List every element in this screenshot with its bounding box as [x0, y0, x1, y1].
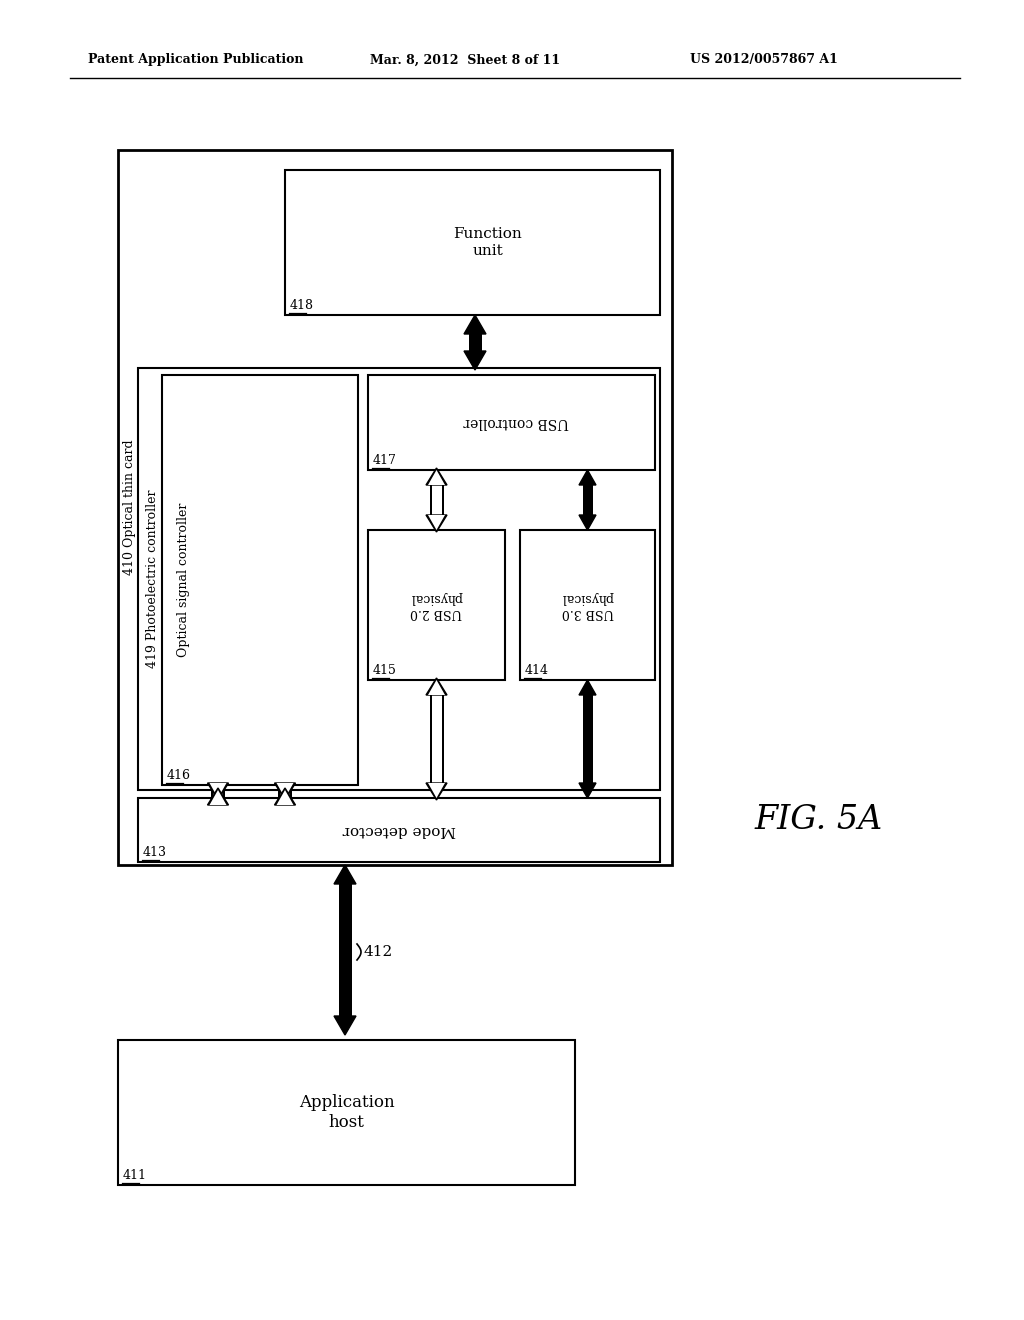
Bar	[520, 531, 655, 680]
Polygon shape	[426, 515, 447, 532]
Bar	[118, 150, 672, 865]
Bar	[278, 785, 292, 803]
Polygon shape	[428, 680, 445, 696]
Polygon shape	[334, 1016, 356, 1035]
Polygon shape	[274, 788, 296, 805]
Bar	[211, 785, 225, 803]
Polygon shape	[210, 789, 226, 805]
Text: 413: 413	[143, 846, 167, 859]
Text: USB 2.0
physical: USB 2.0 physical	[411, 591, 463, 619]
Text: 417: 417	[373, 454, 397, 467]
Polygon shape	[464, 315, 486, 334]
Polygon shape	[208, 788, 228, 805]
Bar	[138, 799, 660, 862]
Polygon shape	[208, 783, 228, 800]
Text: USB controller: USB controller	[464, 416, 569, 429]
Text: Optical signal controller: Optical signal controller	[177, 503, 190, 657]
Text: US 2012/0057867 A1: US 2012/0057867 A1	[690, 54, 838, 66]
Text: 414: 414	[525, 664, 549, 677]
Bar	[368, 531, 505, 680]
Bar	[431, 696, 441, 783]
Polygon shape	[579, 515, 596, 531]
Bar	[429, 483, 443, 517]
Polygon shape	[428, 470, 445, 484]
Text: Mode detector: Mode detector	[342, 822, 456, 837]
Text: 412: 412	[362, 945, 392, 960]
Text: FIG. 5A: FIG. 5A	[755, 804, 884, 836]
Polygon shape	[579, 783, 596, 799]
Bar	[431, 484, 441, 515]
Text: 416: 416	[167, 770, 191, 781]
Text: 415: 415	[373, 664, 397, 677]
Bar	[280, 783, 290, 805]
Text: Mar. 8, 2012  Sheet 8 of 11: Mar. 8, 2012 Sheet 8 of 11	[370, 54, 560, 66]
Bar	[469, 334, 481, 351]
Bar	[213, 783, 223, 805]
Bar	[583, 696, 593, 783]
Text: Application
host: Application host	[299, 1094, 394, 1131]
Bar	[429, 693, 443, 785]
Polygon shape	[276, 783, 294, 799]
Polygon shape	[464, 351, 486, 370]
Polygon shape	[426, 469, 447, 484]
Polygon shape	[579, 470, 596, 484]
Polygon shape	[579, 680, 596, 696]
Polygon shape	[210, 783, 226, 799]
Text: Function
unit: Function unit	[454, 227, 522, 257]
Polygon shape	[274, 783, 296, 800]
Bar	[583, 484, 593, 515]
Bar	[368, 375, 655, 470]
Text: 418: 418	[290, 300, 314, 312]
Text: USB 3.0
physical: USB 3.0 physical	[561, 591, 613, 619]
Text: 419 Photoelectric controller: 419 Photoelectric controller	[145, 490, 159, 668]
Bar	[285, 170, 660, 315]
Bar	[138, 368, 660, 789]
Bar	[162, 375, 358, 785]
Text: 411: 411	[123, 1170, 147, 1181]
Polygon shape	[428, 783, 445, 799]
Polygon shape	[426, 678, 447, 696]
Bar	[118, 1040, 575, 1185]
Polygon shape	[334, 865, 356, 884]
Text: Patent Application Publication: Patent Application Publication	[88, 54, 303, 66]
Polygon shape	[276, 789, 294, 805]
Polygon shape	[428, 515, 445, 531]
Polygon shape	[426, 783, 447, 800]
Text: 410 Optical thin card: 410 Optical thin card	[124, 440, 136, 576]
Bar	[339, 884, 351, 1016]
